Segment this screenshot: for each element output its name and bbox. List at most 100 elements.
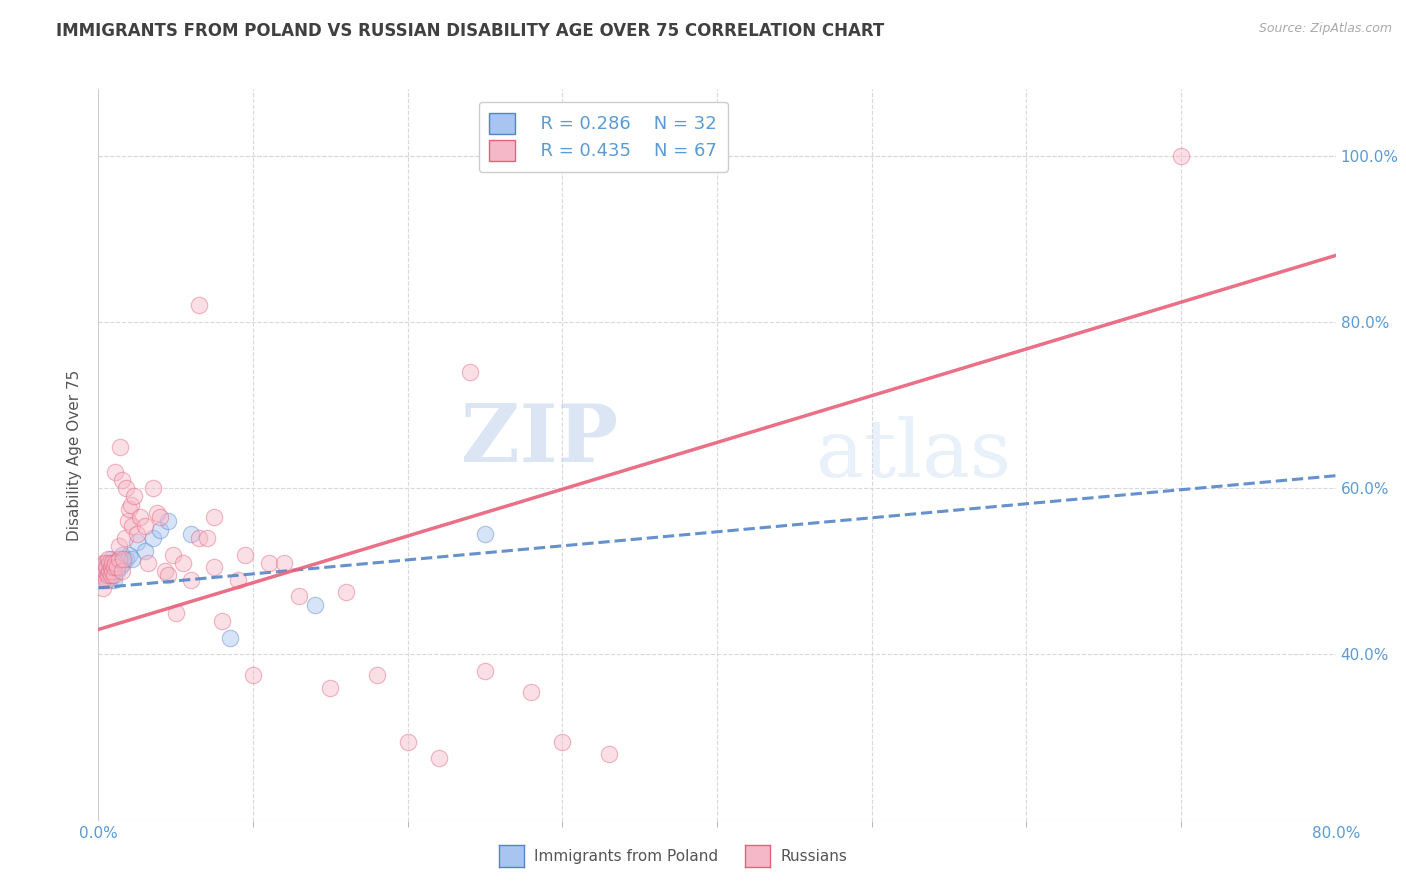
Point — [335, 585, 357, 599]
Point — [142, 481, 165, 495]
Point — [100, 568, 122, 582]
Point — [98, 564, 121, 578]
Point — [96, 568, 118, 582]
Point — [93, 564, 115, 578]
Point — [551, 734, 574, 748]
Point — [103, 560, 125, 574]
Point — [153, 564, 176, 578]
Point — [107, 551, 129, 566]
Point — [520, 685, 543, 699]
Point — [98, 573, 121, 587]
Point — [149, 523, 172, 537]
Point — [96, 573, 118, 587]
Point — [89, 568, 111, 582]
Point — [146, 506, 169, 520]
Point — [90, 560, 112, 574]
Text: atlas: atlas — [815, 416, 1011, 494]
Point — [474, 664, 496, 678]
Point — [101, 564, 124, 578]
Point — [104, 465, 127, 479]
Point — [458, 365, 481, 379]
Point — [112, 556, 135, 570]
Point — [204, 510, 226, 524]
Point — [180, 527, 202, 541]
Point — [127, 527, 149, 541]
Point — [103, 573, 125, 587]
Point — [157, 515, 180, 529]
Point — [598, 747, 620, 761]
Point — [96, 556, 118, 570]
Point — [129, 510, 152, 524]
Point — [211, 614, 233, 628]
Point — [127, 535, 149, 549]
Point — [121, 518, 143, 533]
Point — [104, 556, 127, 570]
Point — [273, 556, 295, 570]
Point — [97, 551, 120, 566]
Point — [108, 440, 131, 454]
Point — [149, 510, 172, 524]
Point — [104, 556, 127, 570]
Point — [134, 518, 156, 533]
Point — [304, 598, 326, 612]
Point — [111, 473, 134, 487]
Point — [101, 568, 124, 582]
Point — [112, 551, 135, 566]
Point — [114, 531, 136, 545]
Point — [235, 548, 257, 562]
Point — [188, 531, 211, 545]
Point — [162, 548, 184, 562]
Point — [108, 560, 131, 574]
Point — [121, 551, 143, 566]
Point — [111, 548, 134, 562]
Point — [288, 589, 311, 603]
Point — [427, 751, 450, 765]
Point — [204, 560, 226, 574]
Point — [474, 527, 496, 541]
Point — [91, 556, 114, 570]
Point — [117, 515, 139, 529]
Text: IMMIGRANTS FROM POLAND VS RUSSIAN DISABILITY AGE OVER 75 CORRELATION CHART: IMMIGRANTS FROM POLAND VS RUSSIAN DISABI… — [56, 22, 884, 40]
Point — [396, 734, 419, 748]
Point — [115, 551, 138, 566]
Point — [96, 560, 118, 574]
Point — [118, 502, 141, 516]
Point — [103, 568, 125, 582]
Y-axis label: Disability Age Over 75: Disability Age Over 75 — [67, 369, 83, 541]
Point — [89, 564, 111, 578]
Point — [366, 668, 388, 682]
Legend:   R = 0.286    N = 32,   R = 0.435    N = 67: R = 0.286 N = 32, R = 0.435 N = 67 — [478, 102, 728, 171]
Point — [165, 606, 187, 620]
Point — [105, 564, 128, 578]
Point — [91, 581, 114, 595]
Point — [118, 548, 141, 562]
Point — [97, 560, 120, 574]
Point — [136, 556, 159, 570]
Point — [91, 573, 114, 587]
Point — [226, 573, 249, 587]
Text: ZIP: ZIP — [461, 401, 619, 479]
Point — [107, 539, 129, 553]
Point — [115, 481, 138, 495]
Point — [100, 560, 122, 574]
Point — [257, 556, 280, 570]
Point — [93, 564, 115, 578]
Point — [101, 556, 124, 570]
Point — [180, 573, 202, 587]
Point — [93, 556, 115, 570]
Text: Russians: Russians — [780, 849, 848, 863]
Point — [100, 564, 122, 578]
Text: Immigrants from Poland: Immigrants from Poland — [534, 849, 718, 863]
Point — [195, 531, 218, 545]
Point — [97, 568, 120, 582]
Point — [188, 298, 211, 312]
Point — [219, 631, 242, 645]
Point — [120, 498, 142, 512]
Point — [100, 551, 122, 566]
Point — [1170, 149, 1192, 163]
Point — [157, 568, 180, 582]
Point — [122, 490, 145, 504]
Point — [107, 551, 129, 566]
Point — [105, 560, 128, 574]
Point — [98, 556, 121, 570]
